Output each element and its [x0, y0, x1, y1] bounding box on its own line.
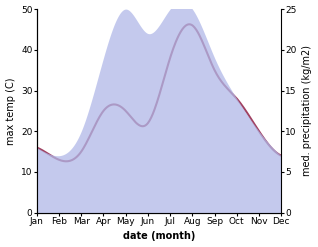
X-axis label: date (month): date (month): [123, 231, 195, 242]
Y-axis label: med. precipitation (kg/m2): med. precipitation (kg/m2): [302, 45, 313, 176]
Y-axis label: max temp (C): max temp (C): [5, 77, 16, 145]
